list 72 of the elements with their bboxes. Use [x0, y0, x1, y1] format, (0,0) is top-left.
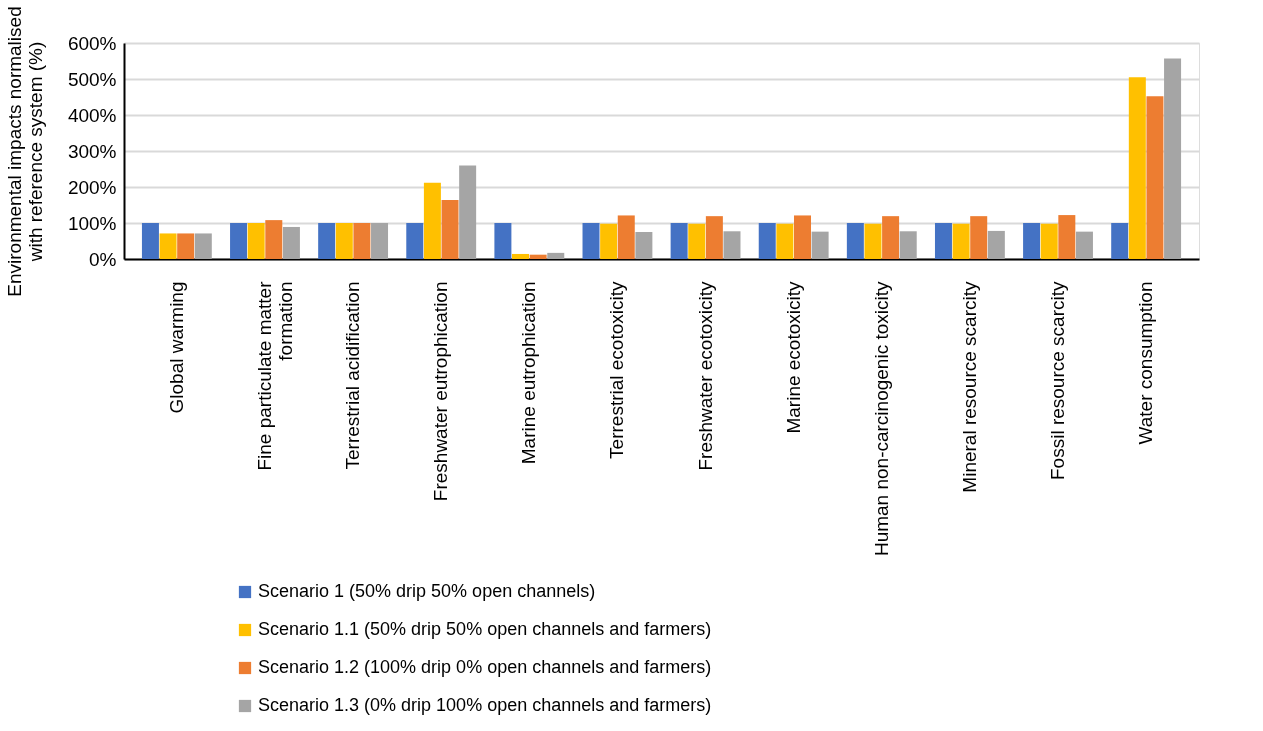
bar — [688, 223, 706, 259]
y-tick-label: 600% — [67, 32, 117, 54]
bar — [1111, 223, 1129, 259]
bar — [335, 223, 353, 259]
bar — [1058, 215, 1076, 259]
x-tick-label: Water consumption — [1135, 281, 1157, 445]
x-tick-label: Fossil resource scarcity — [1047, 281, 1069, 480]
bar — [723, 231, 741, 259]
legend-label: Scenario 1.1 (50% drip 50% open channels and farmers) — [258, 619, 712, 639]
bar — [600, 223, 618, 259]
y-tick-label: 400% — [67, 104, 117, 126]
legend-label: Scenario 1 (50% drip 50% open channels) — [258, 581, 596, 601]
x-tick-label: Fine particulate matter formation — [253, 280, 296, 471]
x-tick-label: Human non-carcinogenic toxicity — [870, 281, 892, 557]
y-tick-label: 500% — [67, 68, 117, 90]
x-tick-label: Marine eutrophication — [518, 281, 540, 465]
y-tick-label: 200% — [67, 176, 117, 198]
bar — [441, 199, 459, 259]
bar — [1075, 231, 1093, 259]
x-tick-label: Terrestrial ecotoxicity — [606, 281, 628, 459]
bar — [547, 252, 565, 259]
legend-label: Scenario 1.2 (100% drip 0% open channels and farmers) — [258, 657, 712, 677]
y-tick-label: 100% — [67, 212, 117, 234]
bar — [265, 220, 283, 259]
y-tick-label: 0% — [89, 248, 117, 270]
bar — [353, 223, 371, 259]
bar — [230, 223, 248, 259]
bar — [141, 223, 159, 259]
bar — [670, 223, 688, 259]
bar — [811, 231, 829, 259]
bar — [282, 226, 300, 259]
x-tick-label: Freshwater ecotoxicity — [694, 281, 716, 471]
x-tick-label: Terrestrial acidification — [342, 281, 364, 470]
x-tick-label: Global warming — [165, 281, 187, 414]
bar — [177, 233, 195, 259]
bar — [318, 223, 336, 259]
bar — [970, 216, 988, 259]
bar — [1128, 77, 1146, 259]
bar — [582, 223, 600, 259]
bar — [846, 223, 864, 259]
bar — [371, 223, 389, 259]
bar — [952, 223, 970, 259]
bar — [1040, 223, 1058, 259]
bar — [635, 232, 653, 259]
bar — [882, 216, 900, 259]
bar — [776, 223, 794, 259]
x-tick-label: Marine ecotoxicity — [782, 281, 804, 434]
bar — [934, 223, 952, 259]
bar — [159, 233, 177, 259]
bar — [793, 215, 811, 259]
bar — [705, 216, 723, 259]
bar — [494, 223, 512, 259]
bar — [194, 233, 212, 259]
bar — [987, 230, 1005, 259]
y-axis-title: Environmental impacts normalised with reference system (%) — [3, 6, 46, 297]
legend-label: Scenario 1.3 (0% drip 100% open channels and farmers) — [258, 695, 712, 715]
bar — [617, 215, 635, 259]
bar — [1146, 96, 1164, 259]
bar — [423, 182, 441, 259]
bar — [899, 231, 917, 259]
bar — [529, 254, 547, 259]
bar — [459, 165, 477, 259]
x-tick-label: Mineral resource scarcity — [958, 281, 980, 493]
bar — [758, 223, 776, 259]
bar — [406, 223, 424, 259]
x-tick-label: Freshwater eutrophication — [430, 281, 452, 502]
bar — [247, 223, 265, 259]
bar — [1164, 58, 1182, 259]
bar — [1023, 223, 1041, 259]
y-tick-label: 300% — [67, 140, 117, 162]
bar — [864, 223, 882, 259]
bar — [512, 253, 530, 259]
